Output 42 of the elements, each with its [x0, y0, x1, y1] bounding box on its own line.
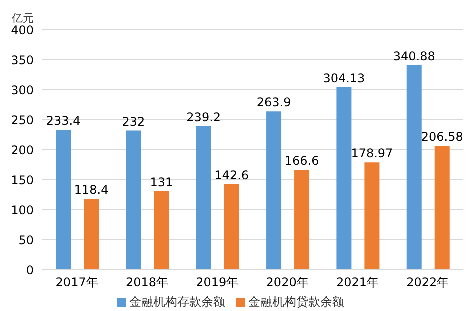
bar [364, 162, 380, 270]
data-label: 206.58 [421, 130, 464, 144]
data-label: 118.4 [74, 182, 109, 197]
y-tick-label: 250 [11, 113, 34, 128]
data-label: 239.2 [186, 110, 222, 124]
data-label: 340.88 [393, 49, 436, 64]
data-label: 166.6 [284, 154, 320, 168]
bar [126, 130, 142, 270]
y-tick-label: 200 [11, 143, 34, 158]
y-tick-label: 300 [11, 83, 34, 98]
bar [224, 184, 240, 270]
y-tick-label: 50 [18, 233, 34, 248]
x-tick-label: 2022年 [406, 276, 450, 290]
bar [266, 112, 282, 270]
bar [336, 88, 352, 270]
bar [434, 146, 450, 270]
bar [406, 65, 422, 270]
data-label: 263.9 [256, 96, 292, 110]
bar [154, 191, 170, 270]
bar [84, 198, 100, 270]
data-label: 304.13 [323, 72, 366, 86]
data-label: 142.6 [214, 168, 250, 182]
x-tick-label: 2019年 [196, 276, 239, 290]
y-tick-label: 0 [26, 263, 34, 278]
data-label: 131 [150, 175, 174, 190]
x-tick-label: 2020年 [266, 276, 309, 290]
y-tick-label: 100 [11, 203, 34, 218]
bar [294, 170, 310, 270]
x-tick-label: 2017年 [56, 276, 98, 290]
y-tick-label: 400 [11, 23, 34, 38]
legend-label: 金融机构存款余额 [130, 295, 226, 309]
x-tick-label: 2021年 [336, 276, 380, 290]
data-label: 233.4 [46, 114, 81, 128]
y-tick-label: 350 [11, 53, 34, 68]
data-label: 232 [122, 114, 146, 129]
x-tick-label: 2018年 [126, 276, 169, 290]
y-tick-label: 150 [11, 173, 34, 188]
data-label: 178.97 [351, 146, 394, 161]
y-axis-title: 亿元 [12, 11, 34, 26]
bar [56, 130, 72, 270]
legend-label: 金融机构贷款余额 [248, 295, 344, 309]
bar [196, 126, 212, 270]
